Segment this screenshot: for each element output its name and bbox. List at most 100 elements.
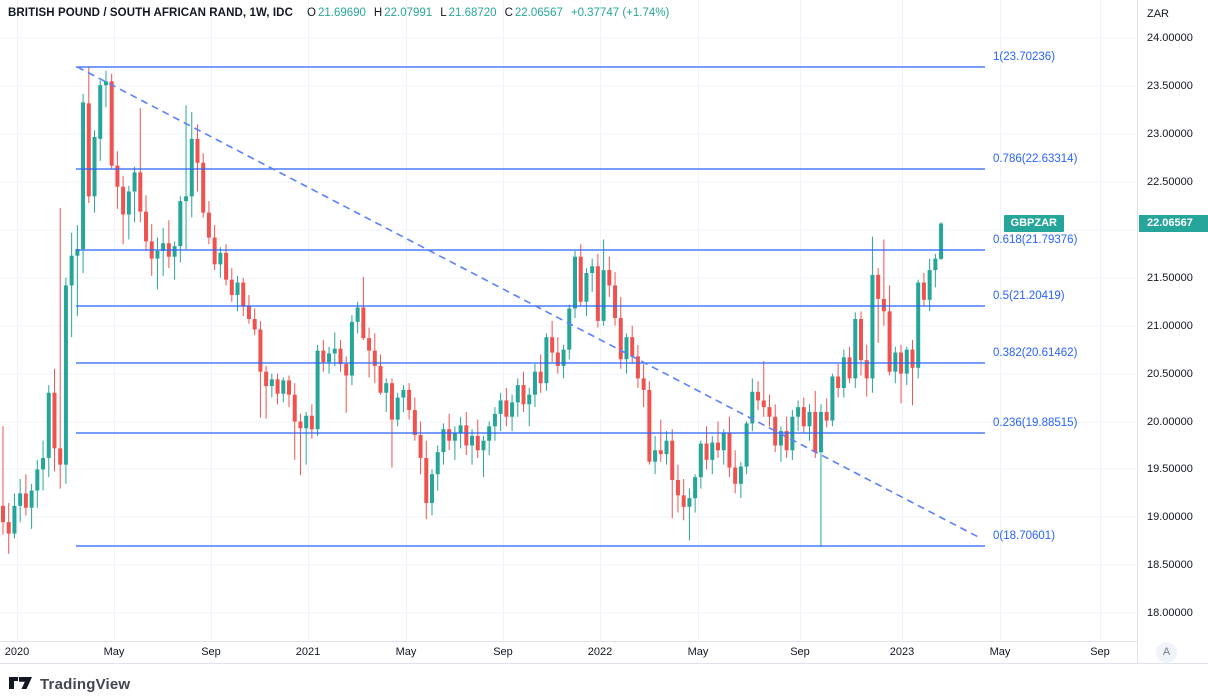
- candle-body: [86, 103, 91, 197]
- candle-body: [389, 383, 394, 420]
- candle-body: [653, 450, 658, 462]
- candle-body: [910, 349, 915, 368]
- trendline[interactable]: [76, 66, 982, 540]
- candle-body: [178, 201, 183, 247]
- candle-body: [670, 440, 675, 480]
- price-tick-label: 19.50000: [1147, 463, 1193, 476]
- candle-body: [870, 274, 875, 379]
- price-tick-label: 18.50000: [1147, 559, 1193, 572]
- auto-scale-button[interactable]: A: [1156, 642, 1177, 663]
- candle-body: [750, 391, 755, 424]
- candle-body: [41, 457, 46, 470]
- candle-body: [292, 394, 297, 422]
- candle-body: [52, 392, 57, 449]
- candle-body: [332, 348, 337, 354]
- candle-body: [46, 392, 51, 458]
- time-tick-label: Sep: [1090, 646, 1110, 658]
- candle-body: [218, 252, 223, 265]
- candle-body: [864, 360, 869, 379]
- brand-name[interactable]: TradingView: [40, 675, 131, 693]
- candle-body: [607, 270, 612, 286]
- candle-body: [372, 350, 377, 366]
- time-tick-label: 2020: [4, 646, 30, 658]
- candle-body: [69, 255, 74, 286]
- candle-body: [212, 237, 217, 265]
- candle-body: [470, 435, 475, 446]
- candle-body: [893, 352, 898, 372]
- candle-body: [698, 443, 703, 478]
- candle-body: [841, 357, 846, 388]
- candle-body: [916, 282, 921, 368]
- candle-body: [601, 270, 606, 321]
- time-tick-label: 2021: [295, 646, 321, 658]
- time-tick-label: 2023: [889, 646, 915, 658]
- candle-body: [298, 421, 303, 429]
- footer: TradingView: [8, 673, 130, 695]
- candle-body: [933, 258, 938, 271]
- candle-body: [92, 136, 97, 197]
- candle-body: [338, 348, 343, 365]
- candle-body: [498, 400, 503, 414]
- candle-body: [58, 448, 63, 465]
- price-tick-label: 20.50000: [1147, 367, 1193, 380]
- candle-body: [189, 138, 194, 197]
- time-tick-label: 2022: [587, 646, 613, 658]
- price-tick-label: 21.00000: [1147, 319, 1193, 332]
- candle-body: [492, 413, 497, 427]
- candle-body: [635, 356, 640, 379]
- candle-body: [613, 285, 618, 319]
- candle-body: [573, 256, 577, 309]
- close-value: 22.06567: [514, 7, 563, 19]
- candle-body: [361, 307, 366, 339]
- candle-body: [773, 416, 778, 446]
- candle-body: [447, 429, 452, 441]
- price-axis[interactable]: ZAR 24.00000 23.50000 23.00000 22.50000 21.5…: [1137, 0, 1208, 663]
- candle-body: [29, 490, 34, 508]
- price-tick-label: 21.50000: [1147, 271, 1193, 284]
- candle-body: [887, 311, 892, 372]
- candle-body: [367, 338, 372, 351]
- candle-body: [103, 81, 108, 86]
- candle-body: [172, 246, 177, 257]
- candle-body: [464, 425, 469, 446]
- candle-body: [830, 376, 835, 421]
- candle-body: [435, 452, 440, 475]
- candle-body: [664, 440, 669, 455]
- candle-body: [195, 138, 200, 163]
- candle-body: [744, 423, 749, 467]
- candle-body: [349, 321, 354, 376]
- candle-body: [224, 252, 229, 280]
- candle-body: [881, 298, 886, 312]
- candle-body: [824, 411, 829, 421]
- symbol-title[interactable]: BRITISH POUND / SOUTH AFRICAN RAND, 1W, …: [8, 7, 293, 19]
- candle-body: [853, 318, 858, 379]
- candle-body: [98, 85, 103, 139]
- candle-body: [624, 337, 629, 360]
- candle-body: [144, 211, 148, 242]
- candle-body: [716, 442, 720, 451]
- candle-body: [184, 196, 189, 202]
- candle-body: [35, 469, 40, 491]
- candle-body: [344, 364, 349, 376]
- time-axis[interactable]: 2020 May Sep 2021 May Sep 2022 May Sep 2023 May Sep: [0, 641, 1137, 663]
- candle-body: [441, 429, 446, 453]
- symbol-price-tag: GBPZAR: [1003, 215, 1064, 233]
- candle-body: [281, 380, 286, 394]
- candle-body: [458, 425, 463, 434]
- candle-body: [1, 505, 5, 523]
- candle-body: [138, 172, 143, 212]
- candle-body: [836, 376, 841, 388]
- candle-body: [687, 498, 692, 507]
- candle-body: [727, 433, 732, 468]
- candle-body: [12, 505, 17, 534]
- candle-body: [229, 279, 234, 296]
- fib-level-label: 0.236(19.88515): [993, 416, 1078, 429]
- time-tick-label: Sep: [493, 646, 513, 658]
- candlestick-chart[interactable]: [0, 0, 1137, 641]
- chart-pane[interactable]: BRITISH POUND / SOUTH AFRICAN RAND, 1W, …: [0, 0, 1137, 641]
- close-label: C: [504, 7, 513, 19]
- candle-body: [321, 350, 326, 363]
- tradingview-logo-icon[interactable]: [8, 673, 34, 696]
- candle-body: [378, 365, 383, 393]
- symbol-header[interactable]: BRITISH POUND / SOUTH AFRICAN RAND, 1W, …: [8, 7, 671, 19]
